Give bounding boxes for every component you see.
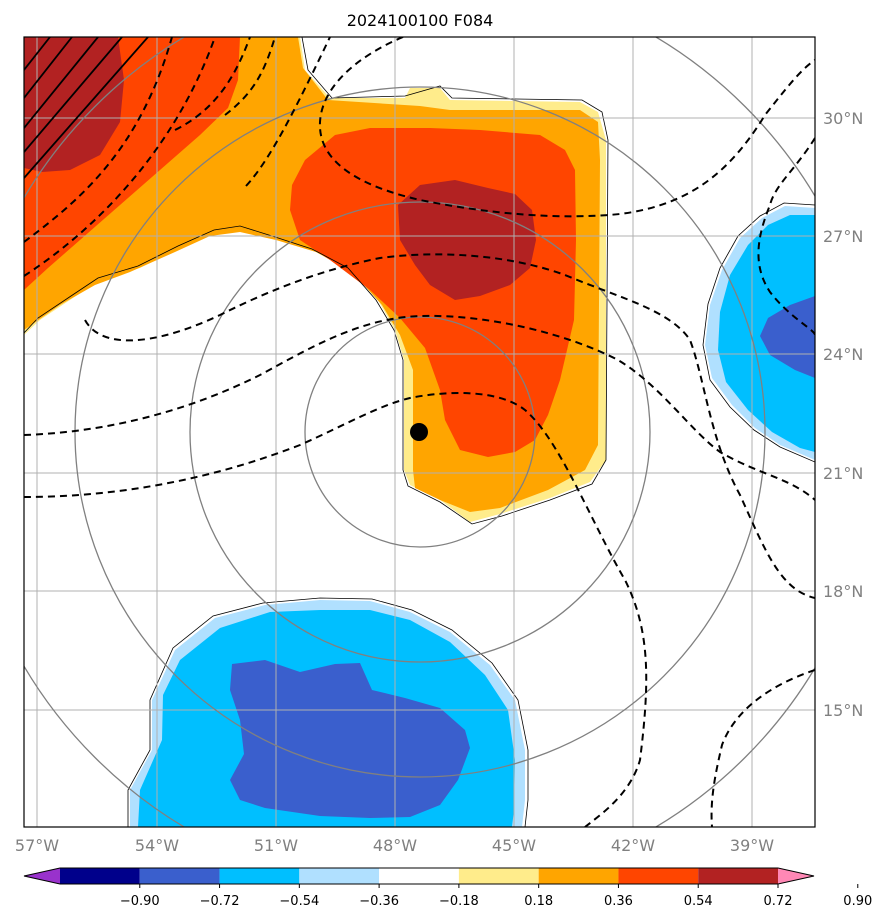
- colorbar-tick-label: −0.54: [279, 894, 319, 909]
- colorbar: −0.90 −0.72 −0.54 −0.36 −0.18 0.18 0.36 0.54 0.7…: [23, 867, 872, 909]
- storm-center-marker: [410, 423, 428, 441]
- lat-label: 18°N: [823, 582, 863, 601]
- colorbar-swatch: [139, 868, 220, 884]
- latitude-labels: 30°N 27°N 24°N 21°N 18°N 15°N: [823, 109, 863, 720]
- lat-label: 21°N: [823, 464, 863, 483]
- lon-label: 39°W: [730, 836, 774, 855]
- lon-label: 48°W: [373, 836, 417, 855]
- colorbar-tick-label: −0.90: [120, 894, 160, 909]
- colorbar-swatch: [299, 868, 380, 884]
- dashed-contours: [24, 37, 815, 827]
- colorbar-tick-label: 0.18: [524, 894, 553, 909]
- graticule: [24, 37, 815, 827]
- colorbar-tick-label: 0.72: [764, 894, 793, 909]
- colorbar-tick-label: 0.54: [684, 894, 713, 909]
- lon-label: 51°W: [254, 836, 298, 855]
- lon-label: 42°W: [611, 836, 655, 855]
- colorbar-extend-high: [778, 868, 814, 884]
- lon-label: 54°W: [135, 836, 179, 855]
- colorbar-swatch: [458, 868, 539, 884]
- lat-label: 27°N: [823, 227, 863, 246]
- longitude-labels: 57°W 54°W 51°W 48°W 45°W 42°W 39°W: [15, 836, 774, 855]
- colorbar-swatch: [618, 868, 699, 884]
- colorbar-swatch: [60, 868, 140, 884]
- fill-outlines: [24, 37, 815, 827]
- fill-dark-red: [398, 180, 536, 300]
- lat-label: 15°N: [823, 701, 863, 720]
- fill-royal-blue: [230, 660, 470, 818]
- map-area: [24, 37, 815, 827]
- lon-label: 57°W: [15, 836, 59, 855]
- colorbar-outline: [23, 867, 815, 885]
- cold-anomaly-fills: [130, 206, 815, 827]
- colorbar-swatch: [698, 868, 778, 884]
- colorbar-extend-low: [24, 868, 60, 884]
- colorbar-tick-label: 0.90: [843, 894, 872, 909]
- map-title: 2024100100 F084: [347, 11, 494, 30]
- lon-label: 45°W: [492, 836, 536, 855]
- lat-label: 30°N: [823, 109, 863, 128]
- range-rings: [24, 37, 815, 827]
- lat-label: 24°N: [823, 345, 863, 364]
- colorbar-tick-label: −0.72: [200, 894, 240, 909]
- colorbar-tick-label: −0.36: [359, 894, 399, 909]
- colorbar-tick-label: 0.36: [604, 894, 633, 909]
- fill-royal-blue: [760, 296, 815, 378]
- fill-dark-red: [24, 37, 124, 172]
- colorbar-swatch: [379, 868, 459, 884]
- colorbar-swatch: [219, 868, 300, 884]
- colorbar-swatch: [538, 868, 619, 884]
- map-frame: [23, 36, 816, 828]
- solid-contours: [24, 37, 149, 179]
- colorbar-tick-label: −0.18: [439, 894, 479, 909]
